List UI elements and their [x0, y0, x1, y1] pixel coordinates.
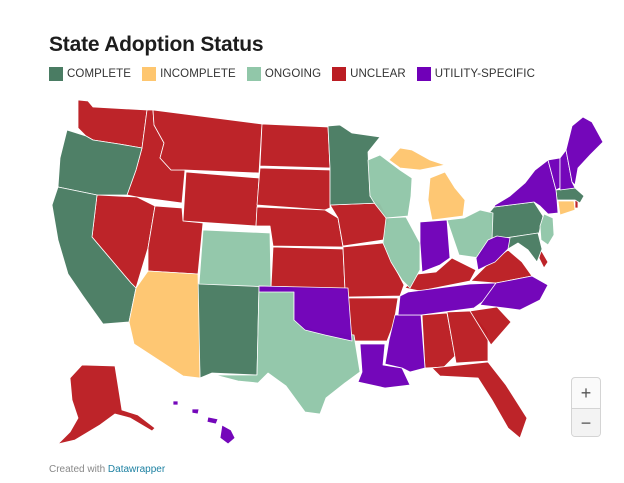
state-wisconsin[interactable] [367, 154, 413, 219]
state-wyoming[interactable] [182, 171, 260, 227]
zoom-in-button[interactable]: + [580, 382, 592, 403]
state-oregon[interactable] [57, 129, 143, 196]
legend-label: INCOMPLETE [160, 68, 236, 80]
state-north-carolina[interactable] [479, 275, 549, 311]
state-illinois[interactable] [382, 216, 421, 289]
state-new-york[interactable] [493, 159, 559, 215]
state-utah[interactable] [147, 205, 204, 275]
state-arizona[interactable] [128, 270, 201, 379]
legend-item-ongoing: ONGOING [246, 67, 322, 81]
legend-item-utility-specific: UTILITY-SPECIFIC [416, 67, 536, 81]
state-mississippi[interactable] [384, 314, 426, 373]
state-montana[interactable] [152, 109, 263, 174]
legend-label: ONGOING [264, 68, 322, 80]
legend-swatch-incomplete [142, 67, 157, 81]
legend-swatch-ongoing [246, 67, 261, 81]
state-louisiana[interactable] [357, 343, 411, 389]
zoom-out-button[interactable]: − [572, 408, 600, 436]
legend-label: UNCLEAR [350, 68, 406, 80]
legend-swatch-complete [49, 67, 63, 81]
state-california[interactable] [51, 186, 137, 325]
legend-item-complete: COMPLETE [49, 67, 131, 81]
state-michigan-lower[interactable] [427, 171, 466, 221]
state-hawaii-big[interactable] [219, 424, 236, 445]
datawrapper-link[interactable]: Datawrapper [107, 464, 166, 475]
state-ohio[interactable] [446, 209, 494, 259]
state-new-mexico[interactable] [196, 282, 260, 379]
footer-prefix: Created with [49, 464, 106, 475]
legend-swatch-unclear [332, 67, 347, 81]
state-south-carolina[interactable] [469, 306, 512, 346]
state-florida[interactable] [431, 361, 528, 439]
legend-swatch-utility-specific [416, 67, 431, 81]
state-west-virginia[interactable] [475, 235, 511, 271]
state-indiana[interactable] [419, 219, 451, 273]
map-zoom-controls: + − [571, 377, 601, 437]
legend-item-incomplete: INCOMPLETE [142, 67, 236, 81]
state-connecticut[interactable] [557, 200, 576, 216]
state-michigan-upper[interactable] [388, 147, 446, 171]
legend: COMPLETE INCOMPLETE ONGOING UNCLEAR UTIL… [49, 67, 546, 81]
state-alaska[interactable] [57, 364, 156, 445]
state-hawaii-kauai[interactable] [172, 400, 179, 406]
state-maine[interactable] [565, 116, 604, 186]
state-new-jersey[interactable] [539, 213, 555, 246]
footer: Created with Datawrapper [49, 464, 165, 475]
state-oklahoma[interactable] [258, 285, 353, 342]
legend-item-unclear: UNCLEAR [332, 67, 406, 81]
chart-title: State Adoption Status [49, 33, 264, 56]
state-maryland[interactable] [504, 232, 543, 263]
legend-label: COMPLETE [67, 68, 132, 80]
state-kansas[interactable] [270, 246, 346, 291]
state-hawaii-maui[interactable] [206, 416, 219, 425]
state-hawaii-oahu[interactable] [191, 408, 200, 415]
state-colorado[interactable] [198, 229, 272, 288]
state-north-dakota[interactable] [259, 123, 331, 169]
state-nebraska[interactable] [255, 206, 344, 248]
legend-label: UTILITY-SPECIFIC [434, 68, 536, 80]
state-south-dakota[interactable] [256, 167, 331, 211]
